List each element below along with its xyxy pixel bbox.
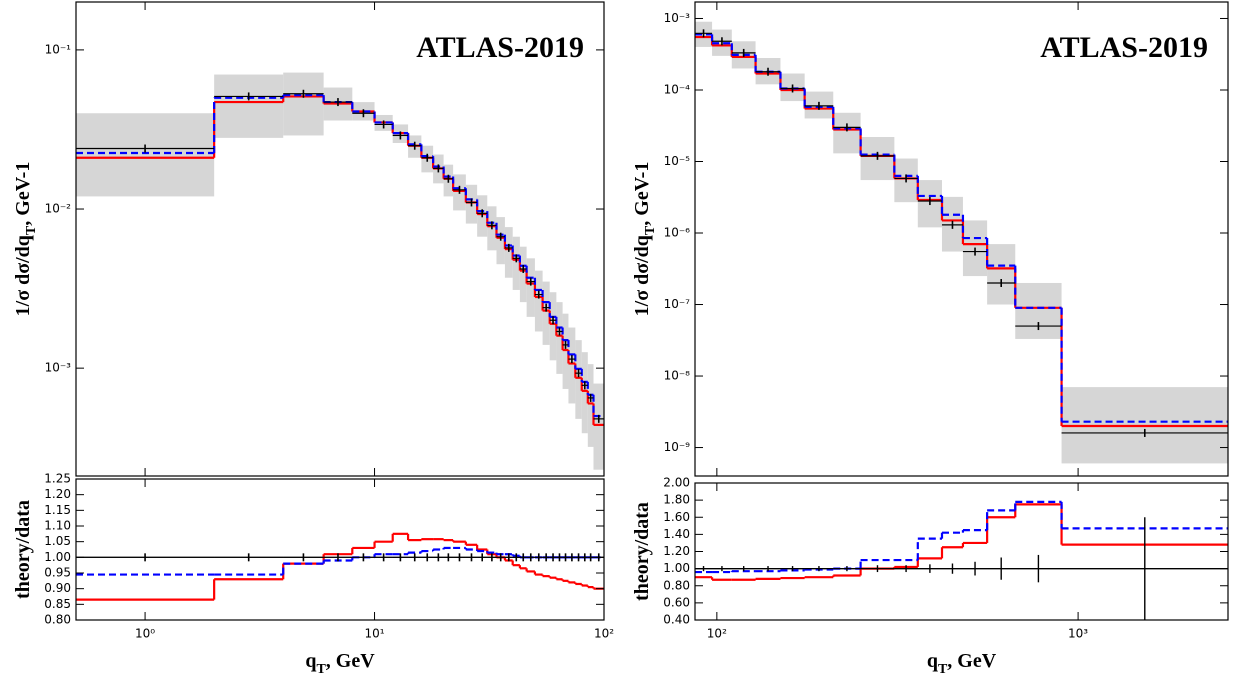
y-tick-label: 10⁻⁴ <box>664 82 691 96</box>
uncertainty-band <box>76 113 215 197</box>
uncertainty-band <box>534 270 543 332</box>
x-tick-label: 10² <box>594 627 614 641</box>
plot-frame <box>75 1 605 477</box>
y-tick-label: 1.15 <box>44 503 71 517</box>
annotation: ATLAS-2019 <box>1040 31 1208 64</box>
y-axis-label-part: theory/data <box>12 500 34 599</box>
uncertainty-band <box>556 302 563 374</box>
annotation: ATLAS-2019 <box>416 31 584 64</box>
uncertainty-band <box>587 364 594 447</box>
plot-area <box>695 21 1228 464</box>
y-tick-label: 1.10 <box>44 519 71 533</box>
y-tick-label: 1.20 <box>44 487 71 501</box>
y-tick-label: 1.40 <box>663 527 690 541</box>
x-axis-label: qT, GeV <box>305 650 375 674</box>
y-tick-label: 2.00 <box>663 476 690 490</box>
y-tick-label: 1.80 <box>663 493 690 507</box>
y-axis-label-part: 1/σ dσ/dq <box>631 235 653 316</box>
x-axis-label-part: , GeV <box>947 650 996 672</box>
y-tick-label: 1.00 <box>44 550 71 564</box>
uncertainty-band <box>987 244 1016 305</box>
x-tick-label: 10³ <box>1068 627 1088 641</box>
plot-area <box>76 532 604 601</box>
x-axis-label-part: T <box>938 662 948 674</box>
y-tick-label: 10⁻⁸ <box>664 369 691 383</box>
plot-area <box>695 500 1228 620</box>
y-tick-label: 0.95 <box>44 566 71 580</box>
y-tick-label: 1.00 <box>663 561 690 575</box>
plot-frame <box>694 1 1229 477</box>
uncertainty-band <box>283 72 324 136</box>
uncertainty-band <box>512 236 520 290</box>
y-tick-label: 10⁻¹ <box>45 42 72 56</box>
x-tick-label: 10⁰ <box>135 627 155 641</box>
uncertainty-band <box>833 112 861 154</box>
y-tick-label: 10⁻³ <box>45 361 72 375</box>
plot-frame <box>75 478 605 621</box>
x-axis-label-part: q <box>305 650 316 672</box>
uncertainty-band <box>575 340 582 419</box>
uncertainty-band <box>504 227 513 278</box>
y-tick-label: 10⁻³ <box>664 11 691 25</box>
y-axis-label-part: T <box>643 225 658 235</box>
y-tick-label: 10⁻⁶ <box>664 226 691 240</box>
y-tick-label: 1.25 <box>44 472 71 486</box>
uncertainty-band <box>214 74 284 138</box>
x-axis-label-part: , GeV <box>326 650 375 672</box>
x-axis-label-part: q <box>927 650 938 672</box>
x-tick-label: 10² <box>707 627 727 641</box>
plot-frame <box>694 482 1229 621</box>
y-tick-label: 1.05 <box>44 534 71 548</box>
x-tick-label: 10¹ <box>364 627 384 641</box>
y-axis-label: theory/data <box>12 500 34 599</box>
y-tick-label: 0.90 <box>44 581 71 595</box>
y-axis-label-part: theory/data <box>631 502 653 601</box>
y-axis-label: 1/σ dσ/dqT, GeV-1 <box>12 162 39 317</box>
y-axis-label-part: , GeV-1 <box>631 162 653 226</box>
y-axis-label: 1/σ dσ/dqT, GeV-1 <box>631 162 658 317</box>
uncertainty-band <box>526 258 535 317</box>
y-tick-label: 0.80 <box>44 613 71 627</box>
uncertainty-band <box>542 281 550 345</box>
y-axis-label-part: T <box>24 225 39 235</box>
uncertainty-band <box>519 246 527 303</box>
x-axis-label-part: T <box>316 662 326 674</box>
y-tick-label: 0.60 <box>663 595 690 609</box>
uncertainty-band <box>1015 282 1062 339</box>
y-tick-label: 10⁻² <box>45 202 72 216</box>
y-tick-label: 10⁻⁵ <box>664 154 691 168</box>
uncertainty-band <box>562 313 569 389</box>
y-tick-label: 10⁻⁷ <box>664 297 691 311</box>
uncertainty-band <box>549 292 557 361</box>
uncertainty-band <box>593 383 604 470</box>
y-axis-label-part: , GeV-1 <box>12 162 34 226</box>
uncertainty-band <box>581 352 588 434</box>
y-tick-label: 1.60 <box>663 510 690 524</box>
uncertainty-band <box>568 327 576 404</box>
y-tick-label: 1.20 <box>663 544 690 558</box>
y-tick-label: 0.40 <box>663 613 690 627</box>
y-axis-label-part: 1/σ dσ/dq <box>12 235 34 316</box>
x-axis-label: qT, GeV <box>927 650 997 674</box>
y-tick-label: 0.85 <box>44 597 71 611</box>
y-tick-label: 0.80 <box>663 578 690 592</box>
y-axis-label: theory/data <box>631 502 653 601</box>
y-tick-label: 10⁻⁹ <box>664 440 691 454</box>
plot-area <box>76 72 604 470</box>
